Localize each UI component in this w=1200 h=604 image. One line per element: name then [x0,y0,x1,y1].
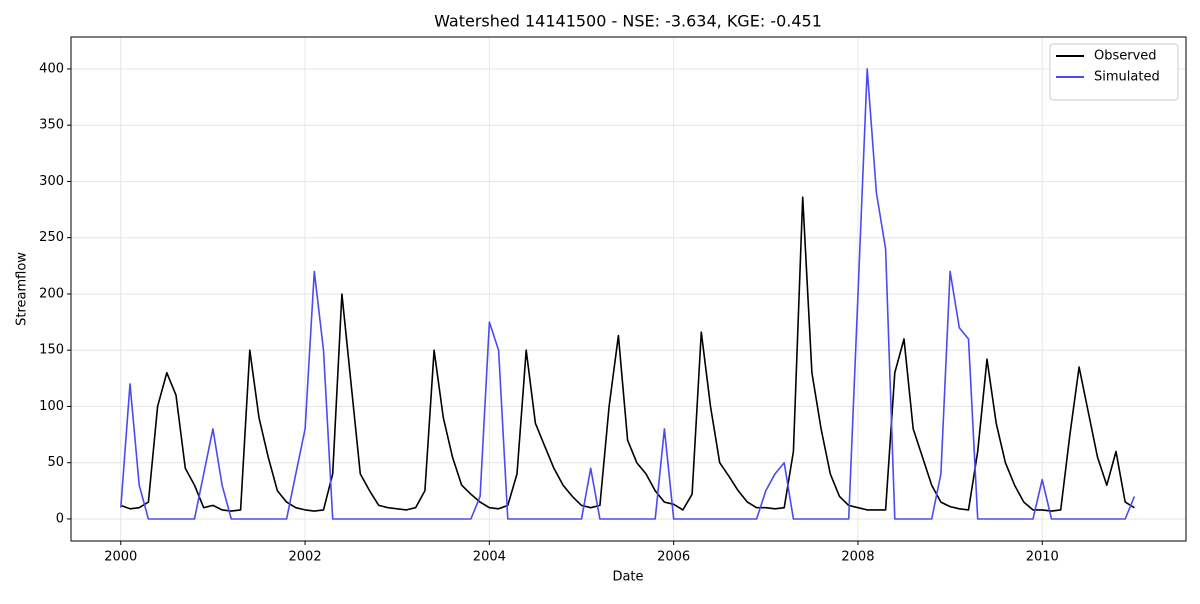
legend-box [1049,43,1179,101]
legend: Observed Simulated [1049,43,1179,101]
x-tick-label: 2006 [657,550,690,565]
y-tick-label: 250 [39,230,64,245]
y-tick-label: 50 [47,455,64,470]
y-tick-label: 400 [39,61,64,76]
y-tick-label: 200 [39,286,64,301]
legend-label: Observed [1094,49,1157,64]
x-tick-label: 2008 [841,550,874,565]
chart-title: Watershed 14141500 - NSE: -3.634, KGE: -… [434,12,822,31]
x-tick-label: 2004 [473,550,506,565]
y-tick-label: 300 [39,174,64,189]
y-tick-label: 0 [56,511,64,526]
plot-frame [70,36,1187,542]
series-line [120,196,1135,512]
x-tick-label: 2002 [289,550,322,565]
legend-label: Simulated [1094,70,1160,85]
x-tick-label: 2000 [104,550,137,565]
y-tick-label: 100 [39,399,64,414]
x-tick-label: 2010 [1026,550,1059,565]
series-line [120,68,1136,520]
y-axis-label: Streamflow [15,252,30,326]
y-tick-label: 150 [39,343,64,358]
x-axis-label: Date [612,570,643,585]
y-tick-label: 350 [39,118,64,133]
